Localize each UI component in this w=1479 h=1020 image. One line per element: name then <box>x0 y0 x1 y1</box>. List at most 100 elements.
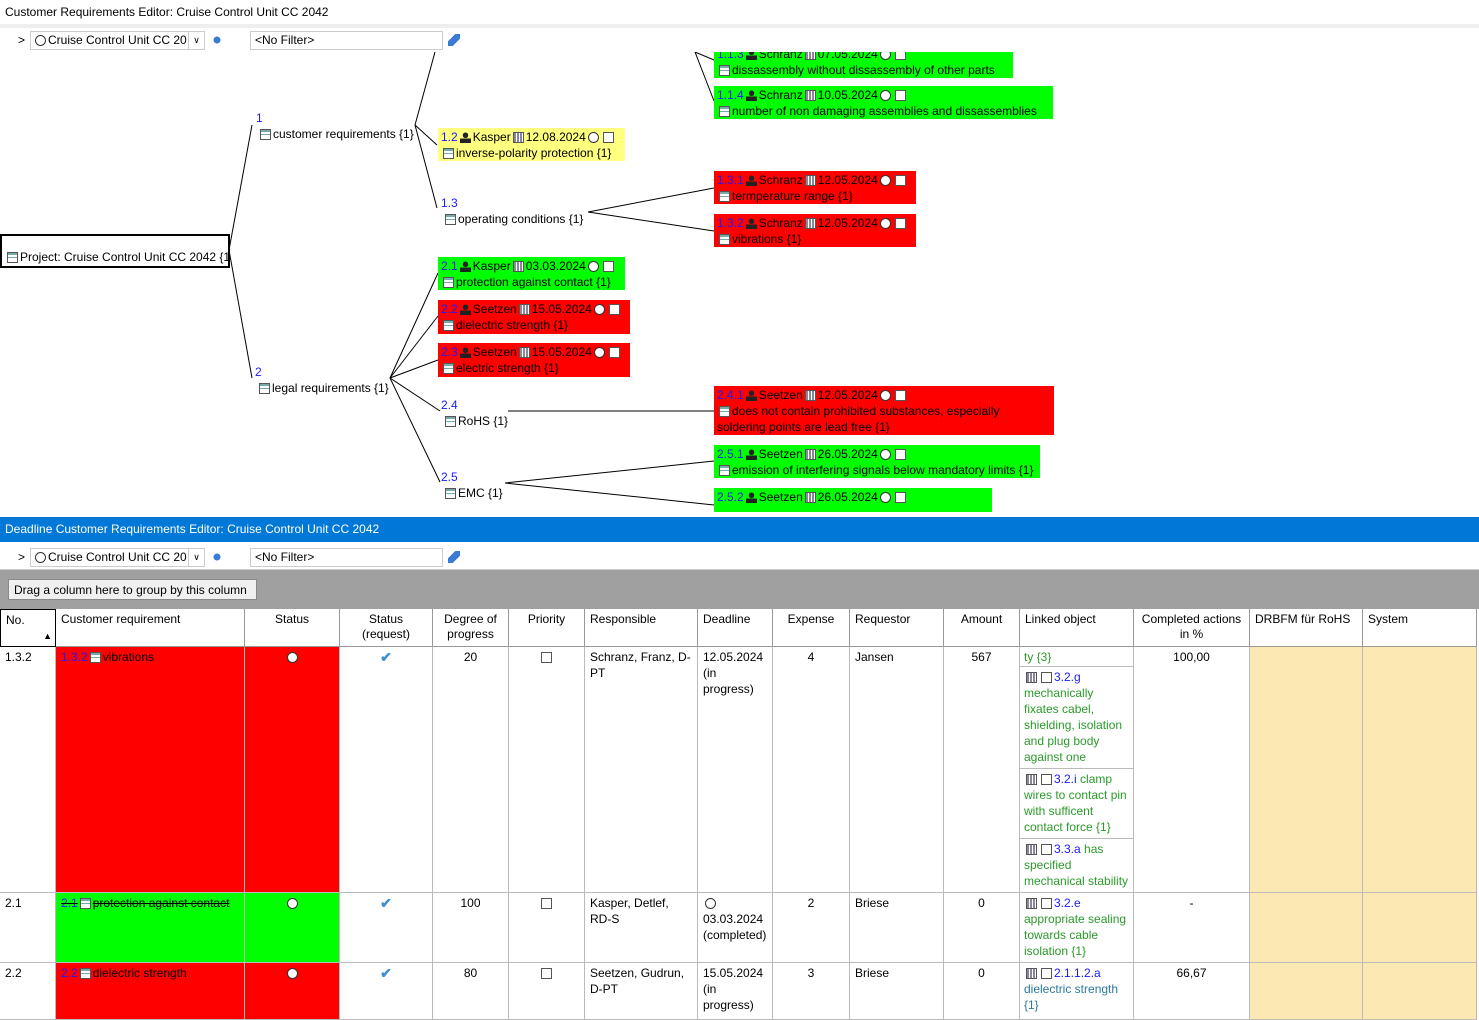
table-cell: Kasper, Detlef, RD-S <box>585 893 698 963</box>
linked-object[interactable]: 3.3.a has specified mechanical stability… <box>1020 839 1133 892</box>
table-cell <box>245 963 340 1020</box>
tree-group[interactable]: 2.4 RoHS {1} <box>441 397 508 429</box>
node-label-row: operating conditions {1} <box>443 211 583 227</box>
hierarchy-button[interactable] <box>210 34 224 46</box>
column-header[interactable]: Deadline <box>698 609 773 647</box>
separator <box>0 24 1479 28</box>
dropdown-arrow[interactable]: ∨ <box>188 31 205 50</box>
filter-text: <No Filter> <box>255 550 315 564</box>
column-header[interactable]: Priority <box>509 609 585 647</box>
icon <box>894 52 906 60</box>
tree-node[interactable]: 1.3.1 Schranz 12.05.2024 termperature range… <box>714 171 916 204</box>
icon <box>804 218 816 229</box>
filter-selector[interactable]: <No Filter> <box>250 31 443 50</box>
node-text: dissassembly without dissassembly of oth… <box>732 63 995 77</box>
tree-group[interactable]: 2.5 EMC {1} <box>441 469 503 501</box>
deadline: 15.05.2024 (in progress) <box>703 966 764 1012</box>
node-body: emission of interfering signals below ma… <box>717 462 1037 478</box>
nav-button[interactable]: > <box>18 33 26 47</box>
icon <box>260 129 271 140</box>
dropdown-arrow[interactable]: ∨ <box>188 548 205 567</box>
tree-node[interactable]: 2.5.2 Seetzen 26.05.2024 <box>714 488 992 512</box>
column-header[interactable]: Expense <box>773 609 850 647</box>
tree-node[interactable]: 1.2 Kasper 12.08.2024 inverse-polarity prot… <box>438 128 625 161</box>
filter-selector[interactable]: <No Filter> <box>250 548 443 567</box>
tree-root[interactable]: Project: Cruise Control Unit CC 2042 {1} <box>0 234 230 268</box>
column-header[interactable]: Responsible <box>585 609 698 647</box>
tree-group[interactable]: 2 legal requirements {1} <box>255 364 389 396</box>
tree-node[interactable]: 1.3.2 Schranz 12.05.2024 vibrations {1} <box>714 214 916 247</box>
table-cell: ty {3} 3.2.g mechanically fixates cabel, … <box>1020 647 1134 893</box>
column-header[interactable]: Linked object <box>1020 609 1134 647</box>
column-header[interactable]: Completed actions in % <box>1134 609 1250 647</box>
tree-node[interactable]: 2.2 Seetzen 15.05.2024 dielectric strength … <box>438 300 630 334</box>
icon <box>541 652 552 663</box>
tree-node[interactable]: 2.5.1 Seetzen 26.05.2024 emission of interf… <box>714 445 1040 478</box>
icon <box>1026 844 1037 855</box>
node-id: 2.4.1 <box>717 388 744 402</box>
tree-node[interactable]: 1.1.3 Schranz 07.05.2024 dissassembly witho… <box>714 52 1013 78</box>
node-id: 2.3 <box>441 345 458 359</box>
node-text: does not contain prohibited substances, … <box>717 404 1000 434</box>
progress: 80 <box>463 966 478 980</box>
filter-button[interactable] <box>448 551 460 563</box>
icon <box>894 390 906 401</box>
filter-button[interactable] <box>448 34 460 46</box>
icon <box>804 175 816 186</box>
node-owner: Schranz <box>758 216 803 230</box>
linked-object[interactable]: 2.1.1.2.a dielectric strength {1} <box>1020 963 1133 1019</box>
table-cell: - <box>1134 893 1250 963</box>
linked-object[interactable]: 3.2.e appropriate sealing towards cable … <box>1020 893 1133 962</box>
column-header[interactable]: Status (request) <box>340 609 433 647</box>
tree-edge <box>389 272 439 379</box>
column-header[interactable]: Customer requirement <box>56 609 245 647</box>
tree-group[interactable]: 1.3 operating conditions {1} <box>441 195 583 227</box>
node-date: 12.05.2024 <box>817 173 878 187</box>
node-text: electric strength {1} <box>456 361 559 375</box>
table-cell: 1.3.2 <box>0 647 56 893</box>
group-hint[interactable]: Drag a column here to group by this colu… <box>8 579 257 600</box>
column-header[interactable]: Degree of progress <box>433 609 509 647</box>
column-header[interactable]: No. ▲ <box>0 609 56 647</box>
tree-group[interactable]: 1 customer requirements {1} <box>256 110 414 142</box>
icon <box>459 132 471 143</box>
toolbar: > Cruise Control Unit CC 20 ∨ <No Filter> <box>0 545 1479 570</box>
tree-node[interactable]: 1.1.4 Schranz 10.05.2024 number of non dama… <box>714 86 1053 119</box>
column-header[interactable]: Status <box>245 609 340 647</box>
icon <box>894 90 906 101</box>
tree-node[interactable]: 2.4.1 Seetzen 12.05.2024 does not contain p… <box>714 386 1054 435</box>
column-header[interactable]: System <box>1363 609 1477 647</box>
column-header[interactable]: DRBFM für RoHS <box>1250 609 1363 647</box>
node-id: 2.2 <box>441 302 458 316</box>
tree-node[interactable]: 2.1 Kasper 03.03.2024 protection against co… <box>438 257 625 290</box>
table-cell: 0 <box>944 893 1020 963</box>
tree-edge <box>414 124 438 146</box>
linked-text: mechanically fixates cabel, shielding, i… <box>1024 686 1123 768</box>
tree-edge <box>389 377 441 412</box>
linked-object[interactable]: ty {3} <box>1020 647 1133 667</box>
icon <box>286 652 298 663</box>
project-selector[interactable]: Cruise Control Unit CC 20 <box>30 31 205 50</box>
hierarchy-button[interactable] <box>210 551 224 563</box>
column-header[interactable]: Amount <box>944 609 1020 647</box>
project-selector[interactable]: Cruise Control Unit CC 20 <box>30 548 205 567</box>
table-cell <box>509 647 585 893</box>
node-id: 2.4 <box>441 398 458 412</box>
nav-button[interactable]: > <box>18 550 26 564</box>
table-cell: 100,00 <box>1134 647 1250 893</box>
icon <box>804 492 816 503</box>
icon <box>745 52 757 60</box>
icon <box>1026 898 1037 909</box>
table-cell <box>1250 647 1363 893</box>
icon <box>459 261 471 272</box>
requirement-text: protection against contact <box>92 896 230 910</box>
icon <box>608 347 620 358</box>
icon <box>79 898 91 909</box>
tree-node[interactable]: 2.3 Seetzen 15.05.2024 electric strength {1… <box>438 343 630 377</box>
linked-object[interactable]: 3.2.g mechanically fixates cabel, shield… <box>1020 667 1133 769</box>
linked-object[interactable]: 3.2.i clamp wires to contact pin with su… <box>1020 769 1133 839</box>
amount: 0 <box>978 966 985 980</box>
column-header[interactable]: Requestor <box>850 609 944 647</box>
linked-text: appropriate sealing towards cable isolat… <box>1024 912 1127 958</box>
node-owner: Seetzen <box>758 447 803 461</box>
